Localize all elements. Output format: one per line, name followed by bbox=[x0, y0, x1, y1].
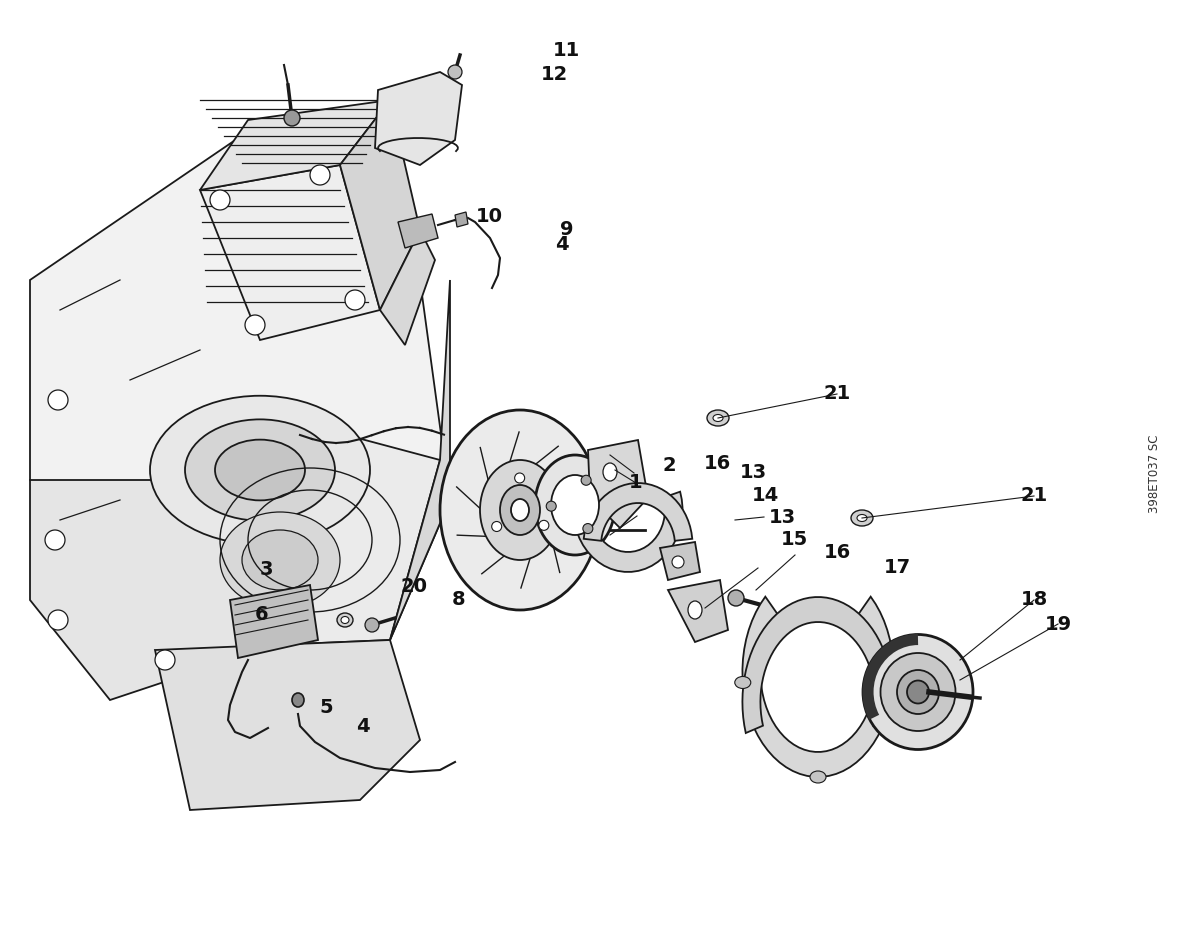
Polygon shape bbox=[668, 580, 728, 642]
Circle shape bbox=[539, 520, 548, 530]
Text: 20: 20 bbox=[401, 577, 427, 596]
Text: 14: 14 bbox=[752, 486, 779, 505]
Polygon shape bbox=[30, 130, 450, 650]
Text: 12: 12 bbox=[541, 65, 568, 84]
Ellipse shape bbox=[337, 613, 353, 627]
Polygon shape bbox=[155, 420, 440, 650]
Text: 2: 2 bbox=[662, 456, 677, 474]
Text: 18: 18 bbox=[1021, 590, 1048, 609]
Circle shape bbox=[48, 390, 68, 410]
Polygon shape bbox=[340, 100, 420, 310]
Polygon shape bbox=[743, 597, 894, 733]
Circle shape bbox=[284, 110, 300, 126]
Text: 16: 16 bbox=[824, 543, 851, 562]
Text: 21: 21 bbox=[1021, 486, 1048, 505]
Ellipse shape bbox=[185, 419, 335, 521]
Text: 10: 10 bbox=[476, 207, 503, 226]
Polygon shape bbox=[743, 597, 894, 777]
Text: 16: 16 bbox=[704, 454, 731, 473]
Circle shape bbox=[515, 473, 524, 483]
Text: 15: 15 bbox=[781, 530, 808, 549]
Text: 6: 6 bbox=[254, 605, 269, 624]
Ellipse shape bbox=[810, 771, 826, 783]
Polygon shape bbox=[390, 280, 450, 640]
Polygon shape bbox=[155, 640, 420, 810]
Circle shape bbox=[583, 524, 593, 533]
Circle shape bbox=[48, 610, 68, 630]
Ellipse shape bbox=[440, 410, 600, 610]
Polygon shape bbox=[30, 480, 290, 700]
Polygon shape bbox=[200, 100, 390, 190]
Ellipse shape bbox=[341, 617, 349, 623]
Ellipse shape bbox=[863, 635, 973, 750]
Ellipse shape bbox=[535, 455, 616, 555]
Text: 11: 11 bbox=[553, 41, 580, 60]
Text: 3: 3 bbox=[259, 560, 274, 579]
Ellipse shape bbox=[713, 415, 722, 421]
Ellipse shape bbox=[292, 693, 304, 707]
Polygon shape bbox=[455, 212, 468, 227]
Circle shape bbox=[365, 618, 379, 632]
Circle shape bbox=[155, 650, 175, 670]
Circle shape bbox=[728, 590, 744, 606]
Ellipse shape bbox=[551, 475, 599, 535]
Ellipse shape bbox=[242, 530, 318, 590]
Polygon shape bbox=[374, 72, 462, 165]
Polygon shape bbox=[588, 440, 648, 528]
Ellipse shape bbox=[215, 439, 305, 500]
Text: 4: 4 bbox=[355, 717, 370, 736]
Circle shape bbox=[310, 165, 330, 185]
Circle shape bbox=[546, 501, 557, 512]
Polygon shape bbox=[200, 165, 380, 340]
Circle shape bbox=[210, 190, 230, 210]
Circle shape bbox=[448, 65, 462, 79]
Text: 4: 4 bbox=[554, 235, 569, 254]
Circle shape bbox=[245, 315, 265, 335]
Ellipse shape bbox=[480, 460, 560, 560]
Ellipse shape bbox=[220, 512, 340, 608]
Ellipse shape bbox=[907, 680, 929, 703]
Text: 17: 17 bbox=[884, 558, 911, 577]
Polygon shape bbox=[398, 214, 438, 248]
Text: 398ET037 SC: 398ET037 SC bbox=[1148, 435, 1162, 513]
Text: 1: 1 bbox=[629, 473, 643, 492]
Circle shape bbox=[346, 290, 365, 310]
Ellipse shape bbox=[898, 670, 940, 714]
Text: 9: 9 bbox=[559, 220, 574, 239]
Ellipse shape bbox=[857, 514, 866, 522]
Ellipse shape bbox=[604, 463, 617, 481]
Ellipse shape bbox=[886, 677, 901, 688]
Ellipse shape bbox=[688, 601, 702, 619]
Ellipse shape bbox=[500, 485, 540, 535]
Text: 21: 21 bbox=[824, 384, 851, 403]
Ellipse shape bbox=[734, 677, 751, 688]
Ellipse shape bbox=[851, 510, 874, 526]
Circle shape bbox=[492, 522, 502, 531]
Polygon shape bbox=[583, 483, 692, 541]
Ellipse shape bbox=[150, 396, 370, 544]
Text: 8: 8 bbox=[451, 590, 466, 609]
Polygon shape bbox=[660, 542, 700, 580]
Text: 19: 19 bbox=[1045, 615, 1072, 634]
Circle shape bbox=[581, 475, 592, 485]
Ellipse shape bbox=[707, 410, 730, 426]
Polygon shape bbox=[230, 585, 318, 658]
Text: 13: 13 bbox=[769, 508, 796, 527]
Polygon shape bbox=[574, 492, 683, 572]
Circle shape bbox=[46, 530, 65, 550]
Text: 13: 13 bbox=[740, 463, 767, 482]
Circle shape bbox=[672, 556, 684, 568]
Ellipse shape bbox=[881, 653, 955, 731]
Text: 5: 5 bbox=[319, 698, 334, 716]
Ellipse shape bbox=[511, 499, 529, 521]
Polygon shape bbox=[380, 230, 436, 345]
